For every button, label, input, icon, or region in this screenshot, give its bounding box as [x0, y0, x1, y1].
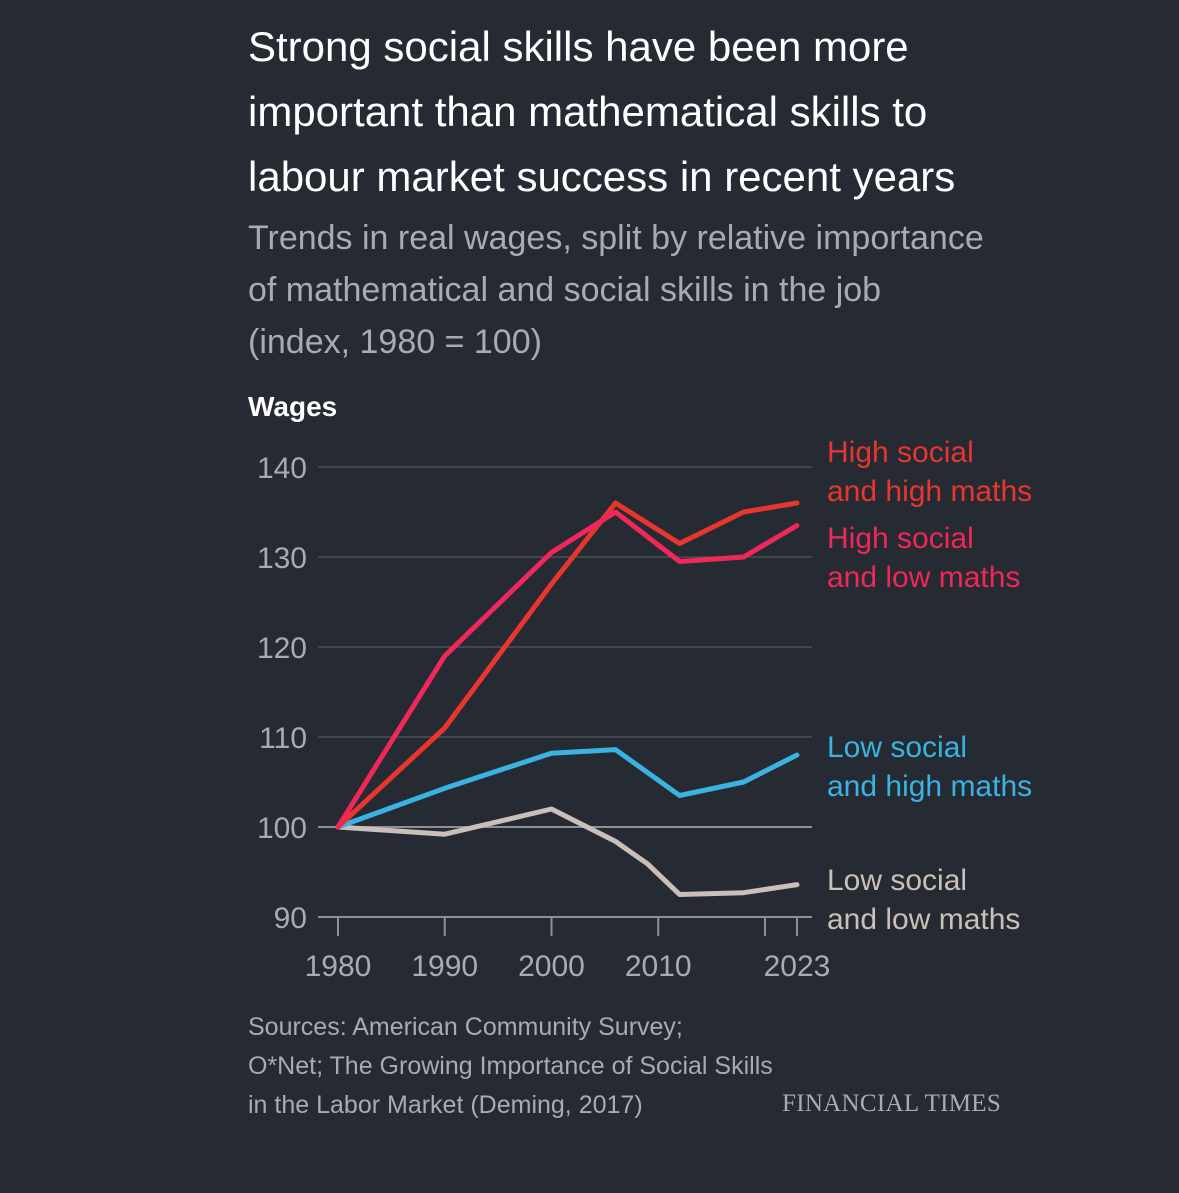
series-label: Low social — [827, 731, 967, 764]
title-line: labour market success in recent years — [248, 153, 956, 200]
y-tick-labels: 90 100 110 120 130 140 — [257, 452, 307, 935]
series-line — [335, 747, 800, 830]
subtitle-line: of mathematical and social skills in the… — [248, 271, 882, 309]
series-lines — [335, 500, 800, 897]
subtitle-line: (index, 1980 = 100) — [248, 323, 542, 361]
sources-line: O*Net; The Growing Importance of Social … — [248, 1052, 773, 1080]
line-chart: Wages 90 100 110 120 130 140 1980 1990 2000 2010… — [248, 391, 1032, 983]
x-tick-label: 2000 — [518, 950, 585, 983]
series-label: Low social — [827, 864, 967, 897]
x-tick-label: 2010 — [625, 950, 692, 983]
sources-line: in the Labor Market (Deming, 2017) — [248, 1091, 643, 1119]
series-label: and high maths — [827, 475, 1032, 508]
x-axis: 1980 1990 2000 2010 2023 — [305, 917, 831, 983]
series-label: and high maths — [827, 770, 1032, 803]
chart-title: Strong social skills have been more impo… — [248, 14, 1078, 209]
subtitle-line: Trends in real wages, split by relative … — [248, 219, 984, 257]
series-label: High social — [827, 522, 974, 555]
title-line: Strong social skills have been more — [248, 23, 909, 70]
sources-note: Sources: American Community Survey; O*Ne… — [248, 1008, 888, 1125]
y-tick-label: 90 — [274, 902, 307, 935]
chart-subtitle: Trends in real wages, split by relative … — [248, 212, 1108, 368]
x-tick-label: 1980 — [305, 950, 372, 983]
y-tick-label: 130 — [257, 542, 307, 575]
y-tick-label: 100 — [257, 812, 307, 845]
series-line — [335, 500, 800, 830]
series-labels: High social and high maths High social and … — [827, 436, 1032, 936]
series-label: and low maths — [827, 903, 1020, 936]
title-line: important than mathematical skills to — [248, 88, 928, 135]
series-line — [335, 806, 800, 897]
gridlines — [318, 466, 812, 918]
series-line — [335, 509, 800, 830]
series-label: High social — [827, 436, 974, 469]
publisher-logo: FINANCIAL TIMES — [782, 1090, 1002, 1117]
y-tick-label: 140 — [257, 452, 307, 485]
x-tick-label: 1990 — [411, 950, 478, 983]
y-tick-label: 110 — [259, 722, 307, 755]
x-tick-label: 2023 — [764, 950, 831, 983]
sources-line: Sources: American Community Survey; — [248, 1013, 683, 1041]
y-tick-label: 120 — [257, 632, 307, 665]
series-label: and low maths — [827, 561, 1020, 594]
y-axis-label: Wages — [248, 391, 337, 422]
